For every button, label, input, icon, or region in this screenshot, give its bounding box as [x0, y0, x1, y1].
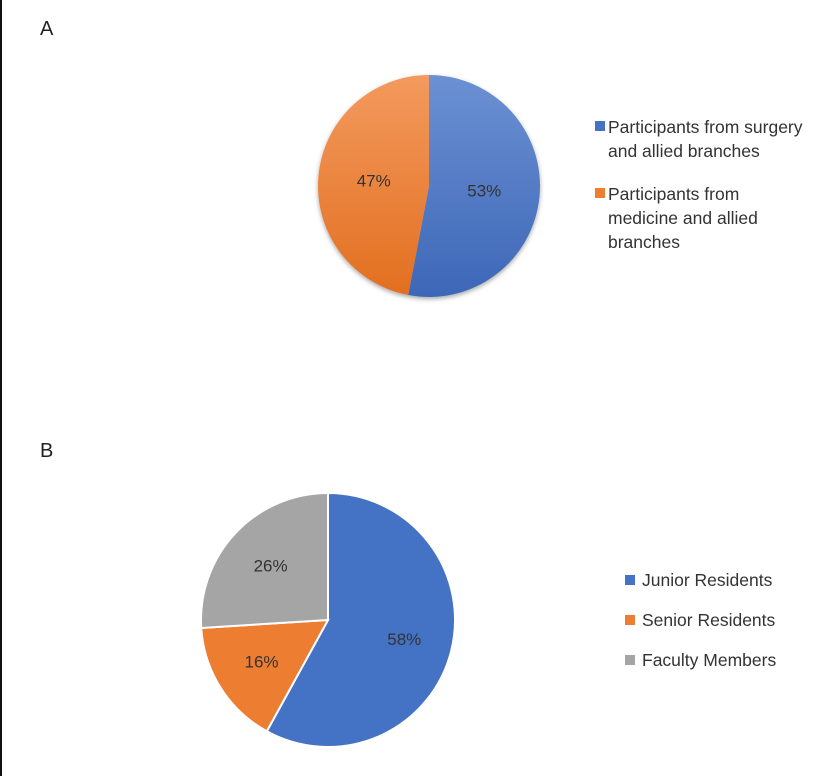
legend-swatch-surgery — [595, 121, 605, 131]
legend-item-junior-residents: Junior Residents — [625, 568, 776, 592]
legend-swatch-senior-residents — [625, 615, 635, 625]
pie-slice-senior-residents — [200, 618, 330, 733]
pie-label-participants-from-medicine-and-allied-branches: 47% — [357, 171, 391, 190]
legend-label-medicine: Participants from medicine and allied br… — [608, 184, 758, 252]
pie-slice-junior-residents — [265, 491, 456, 748]
panel-a-label: A — [40, 18, 54, 40]
legend-item-senior-residents: Senior Residents — [625, 608, 776, 632]
pie-slice-participants-from-medicine-and-allied-branches — [318, 75, 429, 296]
legend-label-surgery: Participants from surgery and allied bra… — [608, 117, 803, 161]
legend-swatch-medicine — [595, 188, 605, 198]
pie-label-participants-from-surgery-and-allied-branches: 53% — [467, 182, 501, 201]
pie-slice-faculty-members — [200, 491, 329, 630]
pie-chart-b — [200, 491, 456, 748]
legend-a: Participants from surgery and allied bra… — [595, 115, 808, 254]
legend-swatch-faculty-members — [625, 655, 635, 665]
legend-b: Junior Residents Senior Residents Facult… — [625, 568, 776, 672]
legend-swatch-junior-residents — [625, 575, 635, 585]
legend-label-faculty-members: Faculty Members — [642, 650, 777, 670]
legend-label-senior-residents: Senior Residents — [642, 610, 776, 630]
pie-chart-a — [318, 75, 540, 297]
panel-b-label: B — [40, 440, 54, 462]
legend-item-faculty-members: Faculty Members — [625, 648, 776, 672]
pie-label-faculty-members: 26% — [254, 557, 288, 576]
legend-item-surgery: Participants from surgery and allied bra… — [595, 115, 808, 163]
pie-label-junior-residents: 58% — [387, 630, 421, 649]
pie-label-senior-residents: 16% — [245, 653, 279, 672]
legend-label-junior-residents: Junior Residents — [642, 570, 773, 590]
pie-slice-participants-from-surgery-and-allied-branches — [408, 75, 540, 297]
legend-item-medicine: Participants from medicine and allied br… — [595, 182, 808, 254]
